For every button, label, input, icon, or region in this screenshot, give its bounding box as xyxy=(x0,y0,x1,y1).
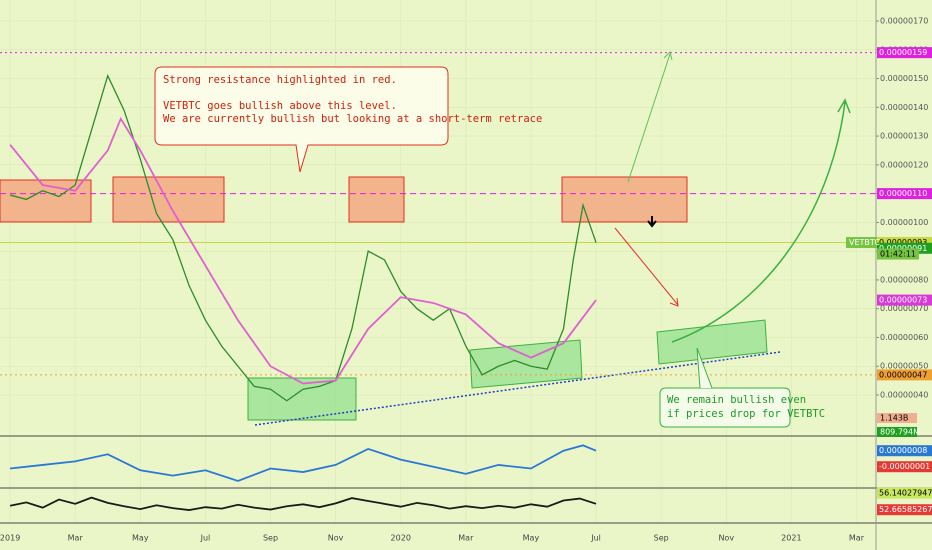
annotation: VETBTC goes bullish above this level. xyxy=(163,100,397,112)
y-tick-label: 0.00000070 xyxy=(880,304,928,313)
y-tick-label: 0.00000100 xyxy=(880,218,928,227)
price-pane xyxy=(0,52,876,511)
series-line xyxy=(9,496,597,511)
down-arrow xyxy=(647,216,657,228)
x-tick-label: Sep xyxy=(654,534,669,543)
y-tick-label: 0.00000060 xyxy=(880,333,928,342)
price-tag-label: 0.00000091 xyxy=(879,244,927,253)
volume-tag xyxy=(877,427,917,437)
x-tick-label: May xyxy=(523,534,540,543)
callout-tail xyxy=(696,347,713,389)
overlay: 2019 Mar May Jul Sep Nov 2020 Mar May Jul Sep Nov 20… xyxy=(0,47,932,543)
x-tick-label: Jul xyxy=(200,534,211,543)
annotation: if prices drop for VETBTC xyxy=(667,408,825,420)
symbol-label: VETBTC xyxy=(849,238,880,247)
y-tick-label: 0.00000150 xyxy=(880,74,928,83)
arrow xyxy=(627,53,671,183)
price-tag xyxy=(877,445,932,457)
x-tick-label: Nov xyxy=(718,534,734,543)
arrow xyxy=(614,227,679,306)
price-tag-label: 52.66585267 xyxy=(879,505,932,514)
x-tick-label: 2020 xyxy=(391,534,411,543)
y-tick-label: 0.00000050 xyxy=(880,362,928,371)
x-tick-label: Mar xyxy=(68,534,84,543)
symbol-box xyxy=(846,237,877,249)
price-tag-label: -0.00000001 xyxy=(879,462,930,471)
arrowhead xyxy=(837,98,851,114)
annotation: We are currently bullish but looking at … xyxy=(163,113,542,125)
y-tick-label: 0.00000130 xyxy=(880,132,928,141)
volume-tag xyxy=(877,413,917,423)
series-line xyxy=(9,444,597,482)
series-line xyxy=(9,116,597,385)
y-tick-label: 0.00000080 xyxy=(880,275,928,284)
price-tag xyxy=(877,504,932,516)
arrowhead xyxy=(663,51,673,61)
callout xyxy=(659,387,791,428)
y-tick-label: 0.00000040 xyxy=(880,391,928,400)
resistance-box xyxy=(0,179,92,223)
countdown-tag xyxy=(877,248,919,260)
x-tick-label: Sep xyxy=(263,534,278,543)
price-tag-label: 0.00000047 xyxy=(879,370,927,379)
price-tag-label: 56.14027947 xyxy=(879,489,932,498)
price-tag xyxy=(877,242,932,254)
x-tick-label: 2019 xyxy=(0,534,20,543)
x-tick-label: May xyxy=(132,534,149,543)
price-tag-label: 0.00000110 xyxy=(879,189,927,198)
price-tag xyxy=(877,47,932,59)
x-tick-label: Jul xyxy=(590,534,601,543)
price-tag xyxy=(877,188,932,200)
series-line xyxy=(9,73,597,402)
resistance-boxes xyxy=(0,176,688,223)
price-tag-label: 0.00000073 xyxy=(879,296,927,305)
support-box xyxy=(247,377,357,421)
annotation: We remain bullish even xyxy=(667,394,806,406)
price-tag-label: 0.00000159 xyxy=(879,48,927,57)
resistance-box xyxy=(561,176,688,223)
x-tick-label: Nov xyxy=(328,534,344,543)
price-tag xyxy=(877,369,932,381)
resistance-box xyxy=(348,176,405,223)
support-box xyxy=(656,319,768,365)
y-tick-label: 0.00000170 xyxy=(880,17,928,26)
price-tag-label: 0.00000093 xyxy=(879,238,927,247)
arrowhead xyxy=(669,297,679,307)
arrow xyxy=(671,101,846,343)
price-tag-label: 0.00000008 xyxy=(879,446,927,455)
y-tick-label: 0.00000120 xyxy=(880,160,928,169)
volume-tag-label: 1.143B xyxy=(880,414,908,423)
x-tick-label: Mar xyxy=(458,534,474,543)
price-tag xyxy=(877,237,932,249)
resistance-box xyxy=(112,176,225,223)
x-tick-label: 2021 xyxy=(781,534,801,543)
x-tick-label: Mar xyxy=(849,534,865,543)
price-tag xyxy=(877,294,932,306)
trendline xyxy=(254,351,781,426)
countdown-label: 01:42:11 xyxy=(880,250,916,259)
callout xyxy=(154,66,449,173)
y-tick-label: 0.00000140 xyxy=(880,103,928,112)
volume-tag-label: 809.794M xyxy=(880,428,920,437)
price-tag xyxy=(877,461,932,473)
price-tag xyxy=(877,487,932,499)
annotation: Strong resistance highlighted in red. xyxy=(163,74,397,86)
